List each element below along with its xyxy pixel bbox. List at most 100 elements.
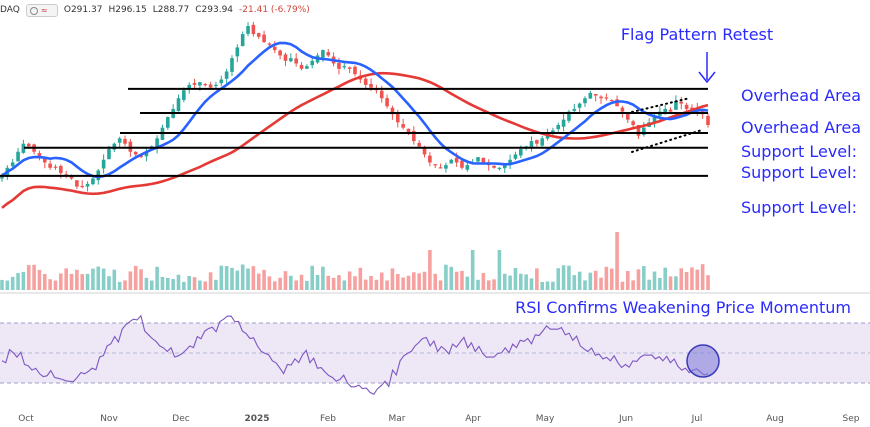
- candle-body: [454, 157, 459, 163]
- candle-body: [599, 96, 603, 99]
- volume-bar: [567, 265, 571, 290]
- flag-trendline: [631, 97, 691, 113]
- flag-trendline: [631, 129, 703, 153]
- volume-bar: [663, 267, 668, 290]
- candle-body: [112, 143, 117, 150]
- volume-bar: [492, 279, 496, 290]
- volume-bar: [203, 281, 208, 290]
- candle-body: [369, 83, 373, 88]
- candle-body: [283, 54, 288, 61]
- visibility-toggle-button[interactable]: ≈: [25, 3, 58, 17]
- volume-bar: [230, 267, 234, 290]
- volume-bar: [192, 277, 197, 290]
- volume-bar: [369, 275, 373, 290]
- candle-body: [519, 149, 523, 156]
- volume-bar: [551, 281, 555, 290]
- volume-bar: [208, 272, 213, 290]
- candle-body: [305, 66, 309, 69]
- candle-body: [444, 165, 448, 169]
- candle-body: [663, 108, 668, 114]
- volume-bar: [588, 272, 593, 290]
- volume-bar: [700, 264, 705, 290]
- candle-body: [272, 46, 277, 51]
- volume-bar: [37, 269, 42, 290]
- candle-body: [508, 159, 512, 166]
- volume-bar: [540, 281, 544, 290]
- candle-body: [182, 90, 186, 100]
- volume-bar: [679, 268, 684, 290]
- candle-body: [16, 151, 20, 162]
- volume-bar: [326, 275, 331, 290]
- tick-may: May: [536, 414, 555, 424]
- volume-bar: [331, 277, 336, 290]
- volume-bar: [69, 273, 74, 290]
- candle-body: [625, 113, 630, 120]
- volume-bar: [267, 276, 272, 290]
- volume-bar: [625, 271, 630, 290]
- volume-bar: [337, 275, 341, 290]
- candle-body: [513, 154, 518, 159]
- level-lines: [0, 87, 708, 177]
- close-value: C293.94: [195, 5, 234, 15]
- candle-body: [299, 64, 304, 69]
- volume-bar: [572, 275, 577, 290]
- candle-body: [428, 155, 432, 163]
- candle-body: [609, 99, 614, 102]
- candle-body: [583, 98, 587, 104]
- rsi-highlight-circle: [686, 344, 720, 378]
- volume-bar: [470, 250, 475, 290]
- volume-bar: [395, 274, 400, 290]
- volume-bar: [519, 273, 523, 290]
- candle-body: [219, 79, 224, 84]
- tick-apr: Apr: [465, 414, 481, 424]
- volume-bar: [10, 276, 15, 290]
- long-moving-average-line: [1, 71, 709, 209]
- volume-bar: [128, 271, 133, 290]
- candle-body: [593, 94, 598, 96]
- candle-body: [679, 101, 684, 104]
- volume-bar: [342, 280, 347, 290]
- volume-bar: [117, 281, 122, 290]
- volume-bar: [219, 265, 224, 290]
- candle-body: [492, 165, 496, 168]
- volume-bar: [289, 275, 293, 290]
- volume-bar: [171, 279, 175, 290]
- candle-body: [577, 103, 582, 108]
- volume-bar: [278, 277, 282, 290]
- candle-body: [42, 158, 47, 163]
- volume-bar: [198, 280, 202, 290]
- candle-body: [117, 138, 122, 143]
- candle-body: [224, 71, 229, 79]
- candle-body: [535, 140, 539, 144]
- candle-body: [107, 149, 111, 160]
- volume-bar: [155, 266, 159, 290]
- candle-body: [551, 130, 555, 134]
- volume-bar: [706, 275, 710, 290]
- short-moving-average-line: [1, 41, 709, 179]
- candles: [0, 21, 710, 192]
- tick-sep: Sep: [843, 414, 860, 424]
- volume-bar: [508, 275, 512, 290]
- volume-bar: [16, 273, 20, 290]
- tick-jul: Jul: [691, 414, 703, 424]
- candle-body: [91, 178, 95, 185]
- candle-body: [187, 84, 191, 90]
- volume-bar: [85, 273, 90, 290]
- volume-bar: [123, 280, 127, 290]
- candle-body: [572, 108, 577, 111]
- candle-body: [59, 165, 63, 174]
- volume-bar: [347, 271, 352, 290]
- candle-body: [26, 143, 31, 147]
- candle-body: [481, 157, 486, 163]
- volume-bar: [433, 273, 438, 290]
- candle-body: [321, 50, 325, 58]
- volume-bar: [577, 271, 582, 290]
- candle-body: [37, 153, 42, 158]
- volume-bar: [449, 266, 454, 290]
- candle-body: [556, 125, 561, 130]
- volume-bar: [112, 269, 117, 290]
- volume-bar: [417, 273, 421, 290]
- candle-body: [0, 175, 4, 179]
